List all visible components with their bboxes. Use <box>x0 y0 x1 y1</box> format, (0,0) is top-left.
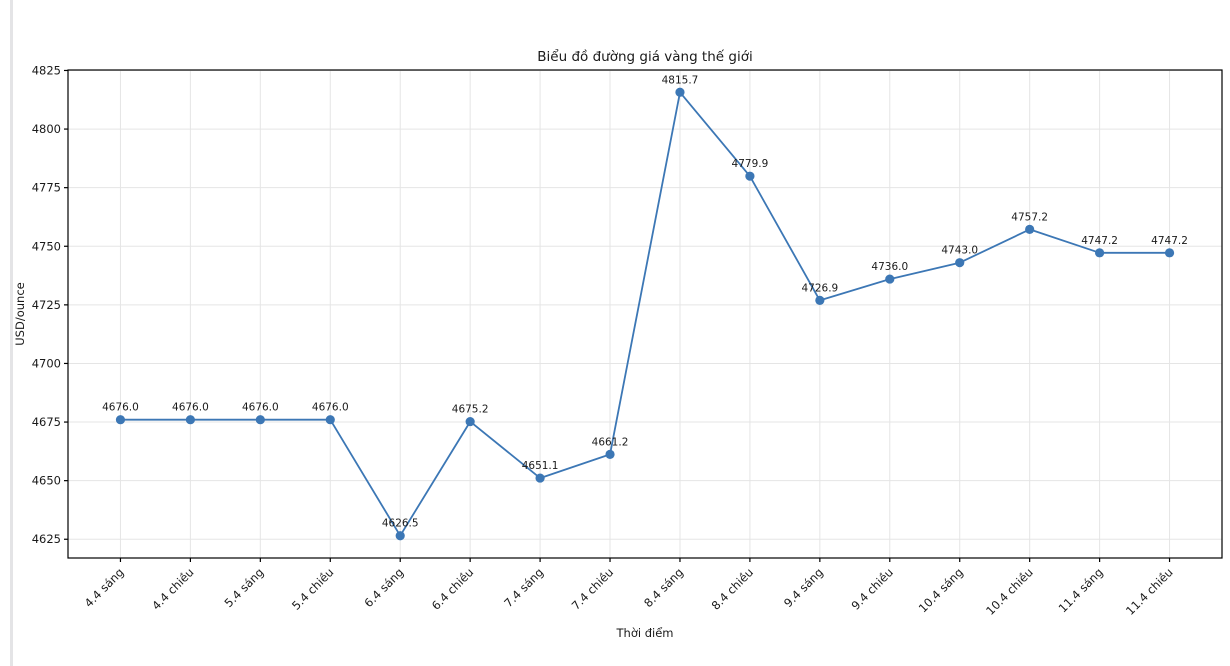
x-tick-label: 6.4 sáng <box>361 565 406 610</box>
data-point <box>115 415 126 425</box>
data-point-label: 4815.7 <box>662 74 699 86</box>
data-point <box>815 295 825 306</box>
y-tick-label: 4825 <box>32 63 61 77</box>
y-tick-label: 4700 <box>32 356 61 370</box>
x-tick-label: 10.4 sáng <box>916 565 966 615</box>
data-point <box>1095 248 1105 258</box>
data-point-label: 4676.0 <box>242 402 279 414</box>
data-point-label: 4675.2 <box>452 404 489 416</box>
y-tick-label: 4775 <box>32 181 61 195</box>
ticks-layer: 4625 4650 4675 4700 4725 4750 4775 4800 4825 4.4 … <box>32 63 1176 617</box>
data-point-label: 4651.1 <box>522 460 559 472</box>
x-tick-label: 10.4 chiều <box>983 565 1036 618</box>
data-point-label: 4736.0 <box>871 261 908 273</box>
x-tick-label: 6.4 chiều <box>429 565 476 612</box>
data-point <box>955 258 965 268</box>
price-line <box>120 91 1170 537</box>
y-tick-label: 4625 <box>32 532 61 546</box>
data-point-label: 4726.9 <box>801 282 838 294</box>
data-point <box>325 415 335 425</box>
data-point-label: 4676.0 <box>312 402 349 414</box>
x-tick-label: 8.4 sáng <box>641 565 686 610</box>
data-point-label: 4743.0 <box>941 245 978 257</box>
x-tick-label: 11.4 chiều <box>1123 565 1176 618</box>
data-point <box>395 531 405 541</box>
y-tick-label: 4650 <box>32 474 61 488</box>
data-point-label: 4626.5 <box>382 518 419 530</box>
y-axis-label: USD/ounce <box>13 282 27 345</box>
data-point-label: 4779.9 <box>732 158 769 170</box>
data-point <box>1164 248 1175 258</box>
data-point-label: 4747.2 <box>1151 235 1188 247</box>
x-axis-label: Thời điểm <box>616 626 674 640</box>
x-tick-label: 7.4 chiều <box>569 565 616 612</box>
series-layer: 4676.0 4676.0 4676.0 4676.0 4626.5 4675.2 4651… <box>102 74 1188 541</box>
x-tick-label: 9.4 sáng <box>781 565 826 610</box>
data-point <box>745 171 755 181</box>
data-point <box>185 415 195 425</box>
x-tick-label: 5.4 sáng <box>221 565 266 610</box>
data-point <box>1025 224 1035 234</box>
y-tick-label: 4750 <box>32 239 61 253</box>
x-tick-label: 4.4 sáng <box>82 565 127 610</box>
y-tick-label: 4800 <box>32 122 61 136</box>
x-tick-label: 9.4 chiều <box>848 565 895 612</box>
data-point <box>675 87 685 97</box>
x-tick-label: 8.4 chiều <box>709 565 756 612</box>
y-tick-label: 4675 <box>32 415 61 429</box>
data-point-label: 4676.0 <box>172 402 209 414</box>
x-tick-label: 5.4 chiều <box>289 565 336 612</box>
data-point <box>885 274 895 284</box>
data-point-label: 4661.2 <box>592 436 629 448</box>
page-left-border <box>10 0 13 666</box>
data-point-label: 4747.2 <box>1081 235 1118 247</box>
chart-title: Biểu đồ đường giá vàng thế giới <box>537 48 752 65</box>
data-point <box>255 415 265 425</box>
data-point-label: 4676.0 <box>102 402 139 414</box>
data-point <box>465 416 475 427</box>
data-point <box>605 449 615 459</box>
x-tick-label: 11.4 sáng <box>1056 565 1106 615</box>
x-tick-label: 7.4 sáng <box>501 565 546 610</box>
plot-frame-layer <box>67 69 1223 559</box>
x-tick-label: 4.4 chiều <box>149 565 196 612</box>
y-tick-label: 4725 <box>32 298 61 312</box>
plot-border <box>67 69 1223 559</box>
data-point-label: 4757.2 <box>1011 211 1048 223</box>
grid-layer <box>68 69 1222 558</box>
data-point <box>535 473 545 483</box>
